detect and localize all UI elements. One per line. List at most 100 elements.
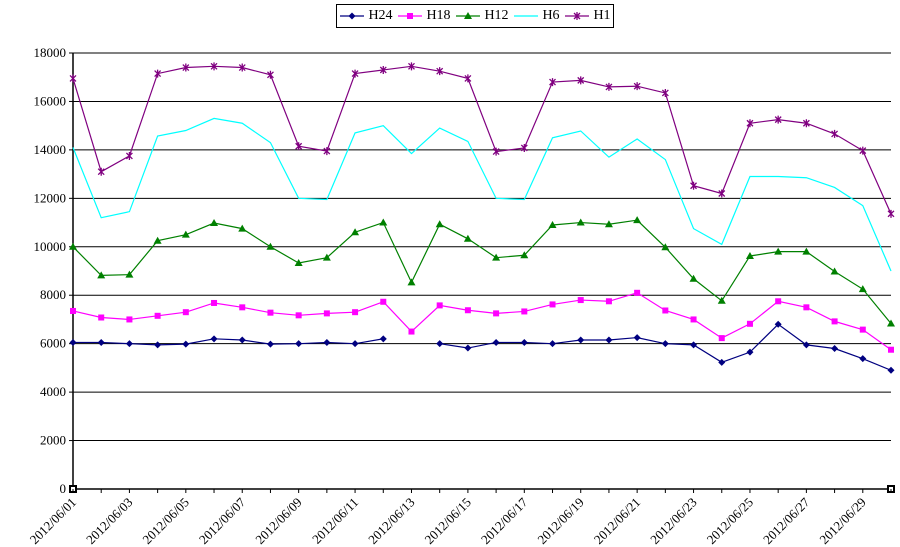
data-point xyxy=(888,346,894,353)
data-point xyxy=(573,12,581,20)
x-tick-label: 2012/06/29 xyxy=(816,495,868,547)
data-point xyxy=(323,338,331,346)
series-line xyxy=(72,117,892,272)
data-point xyxy=(775,298,782,305)
data-point xyxy=(887,209,895,218)
data-point xyxy=(859,355,867,363)
y-tick-label: 4000 xyxy=(40,384,66,399)
x-tick-label: 2012/06/01 xyxy=(27,495,79,547)
data-point xyxy=(859,326,866,333)
series-h24 xyxy=(69,320,895,374)
data-point xyxy=(549,301,556,308)
chart-legend: H24 H18 H12 H6 H1 xyxy=(336,4,614,28)
data-point xyxy=(690,341,698,349)
x-tick-label: 2012/06/13 xyxy=(365,495,417,547)
legend-label: H1 xyxy=(593,8,611,23)
data-point xyxy=(576,218,585,226)
data-point xyxy=(718,358,726,366)
legend-label: H12 xyxy=(484,8,509,23)
data-point xyxy=(322,253,331,261)
legend-item-h24: H24 xyxy=(339,8,393,24)
data-point xyxy=(577,297,584,304)
data-point xyxy=(69,74,77,83)
data-point xyxy=(859,146,867,155)
x-tick-label: 2012/06/23 xyxy=(647,495,699,547)
data-point xyxy=(717,296,726,304)
legend-swatch xyxy=(398,13,423,19)
data-point xyxy=(210,219,219,227)
series-h1 xyxy=(69,62,895,218)
data-point xyxy=(463,234,472,242)
x-tick-label: 2012/06/09 xyxy=(252,495,304,547)
legend-swatch xyxy=(340,12,365,20)
data-point xyxy=(98,314,105,321)
data-point xyxy=(492,338,500,346)
data-point xyxy=(549,340,557,348)
data-point xyxy=(351,340,359,348)
data-point xyxy=(266,340,274,348)
data-point xyxy=(746,320,753,327)
x-tick-label: 2012/06/05 xyxy=(139,495,191,547)
legend-label: H24 xyxy=(368,8,393,23)
data-point xyxy=(746,119,754,128)
data-point xyxy=(435,220,444,228)
y-tick-label: 16000 xyxy=(34,93,67,108)
data-point xyxy=(887,319,895,327)
axes xyxy=(69,53,895,493)
data-point xyxy=(887,366,895,374)
data-point xyxy=(348,12,356,20)
x-tick-label: 2012/06/07 xyxy=(196,494,249,547)
data-point xyxy=(379,335,387,343)
series-line xyxy=(72,219,892,324)
data-point xyxy=(210,335,218,343)
y-tick-label: 12000 xyxy=(34,190,67,205)
x-tick-labels: 2012/06/01 2012/06/03 2012/06/05 2012/06/07… xyxy=(27,494,869,547)
data-point xyxy=(211,299,218,306)
legend-label: H6 xyxy=(542,8,560,23)
data-point xyxy=(323,147,331,156)
data-point xyxy=(577,336,585,344)
legend-item-h6: H6 xyxy=(513,8,560,24)
data-point xyxy=(238,224,247,232)
data-point xyxy=(323,310,330,317)
data-point xyxy=(718,189,726,198)
data-point xyxy=(774,247,783,255)
x-tick-label: 2012/06/17 xyxy=(478,494,531,547)
data-point xyxy=(408,328,415,335)
legend-item-h1: H1 xyxy=(564,8,611,24)
data-point xyxy=(577,76,585,85)
data-point xyxy=(493,310,500,317)
data-point xyxy=(492,147,500,156)
data-point xyxy=(351,228,360,236)
data-point xyxy=(295,312,302,319)
data-point xyxy=(294,259,303,267)
legend-swatch xyxy=(514,15,539,17)
data-point xyxy=(802,119,810,128)
data-point xyxy=(634,289,641,296)
series-lines xyxy=(69,62,895,374)
data-point xyxy=(407,13,414,19)
data-point xyxy=(464,307,471,314)
x-tick-label: 2012/06/19 xyxy=(534,495,586,547)
data-point xyxy=(633,216,642,224)
x-tick-label: 2012/06/25 xyxy=(704,495,756,547)
data-point xyxy=(520,338,528,346)
data-point xyxy=(689,274,698,282)
data-point xyxy=(436,302,443,309)
data-point xyxy=(125,340,133,348)
data-point xyxy=(295,142,303,151)
data-point xyxy=(210,62,218,71)
series-line xyxy=(72,65,892,215)
data-point xyxy=(690,316,697,323)
data-point xyxy=(97,167,105,176)
data-point xyxy=(661,340,669,348)
gridlines xyxy=(69,52,891,490)
data-point xyxy=(802,247,811,255)
x-tick-label: 2012/06/21 xyxy=(591,495,643,547)
data-point xyxy=(125,151,133,160)
y-tick-labels: 0 2000 4000 6000 8000 10000 12000 14000 16000 180… xyxy=(34,45,67,496)
data-point xyxy=(802,341,810,349)
data-point xyxy=(379,218,388,226)
y-tick-label: 14000 xyxy=(34,142,67,157)
data-point xyxy=(661,88,669,97)
